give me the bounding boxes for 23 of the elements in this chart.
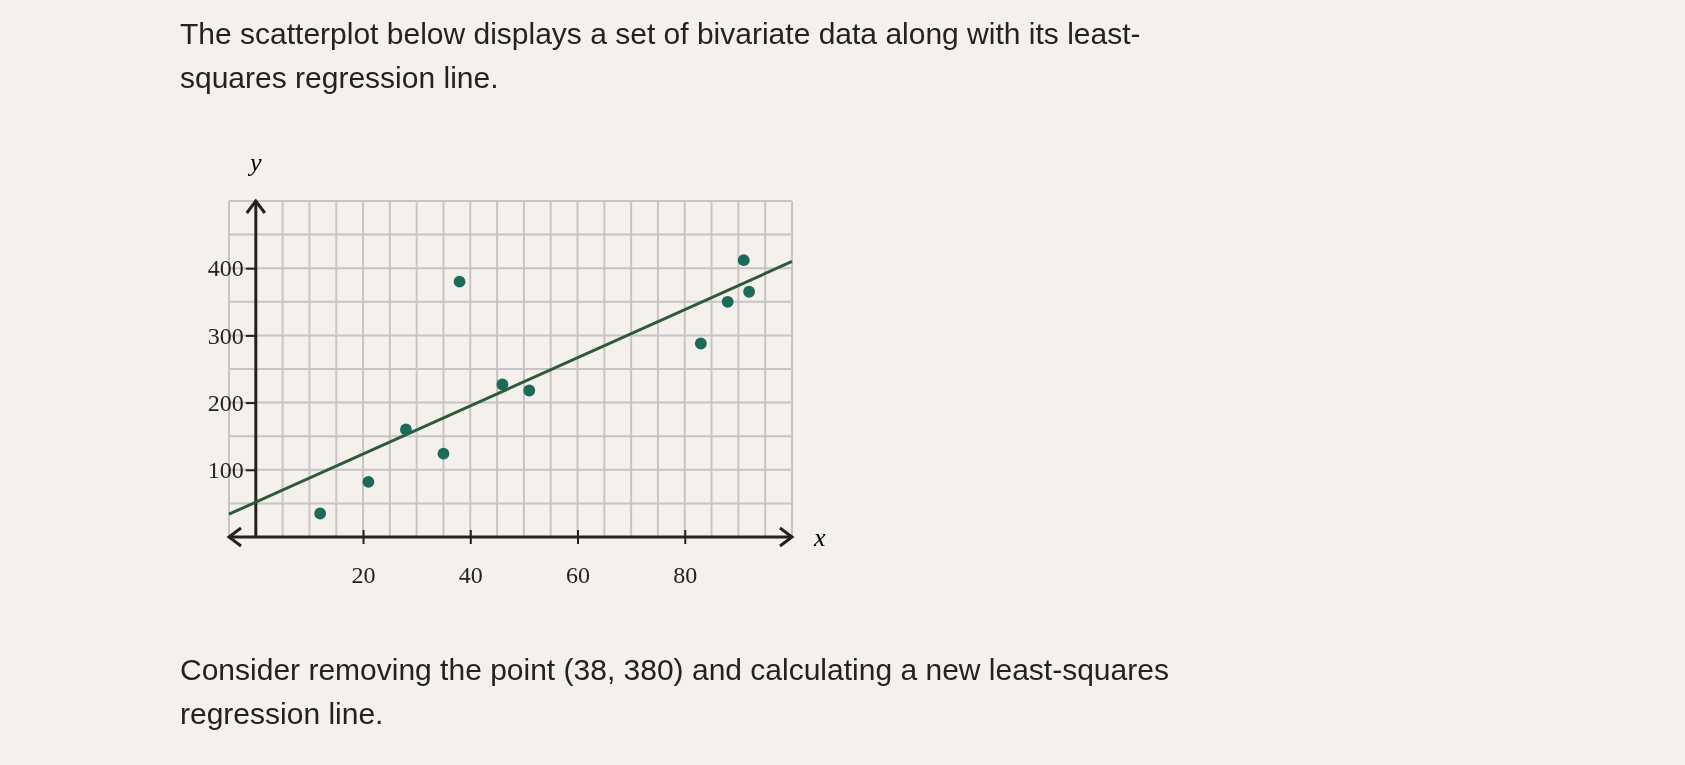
point: [721, 295, 734, 308]
point: [523, 384, 536, 397]
point: [437, 447, 450, 460]
point: [314, 507, 327, 520]
point: [453, 275, 466, 288]
y-tick-label: 100: [207, 456, 244, 483]
x-tick-label: 40: [458, 562, 483, 589]
point: [694, 337, 707, 350]
point: [743, 285, 756, 298]
point: [362, 475, 375, 488]
x-tick-label: 80: [673, 562, 698, 589]
point: [737, 254, 750, 267]
text: Consider removing the point (38, 380) and calculating a new least-squares regression line.: [180, 652, 1170, 732]
y-tick-label: 400: [207, 255, 244, 282]
y-tick-label: 300: [207, 322, 244, 349]
x-axis-title: x: [813, 523, 826, 552]
chart-title: The scatterplot below displays a set of bivariate data along with its least-squares regression line.: [180, 16, 1142, 96]
point: [400, 423, 412, 436]
y-axis-title: y: [247, 148, 263, 177]
x-tick-label: 60: [566, 562, 591, 589]
y-tick-label: 200: [207, 389, 244, 416]
point: [496, 378, 509, 391]
x-tick-label: 20: [351, 562, 376, 589]
